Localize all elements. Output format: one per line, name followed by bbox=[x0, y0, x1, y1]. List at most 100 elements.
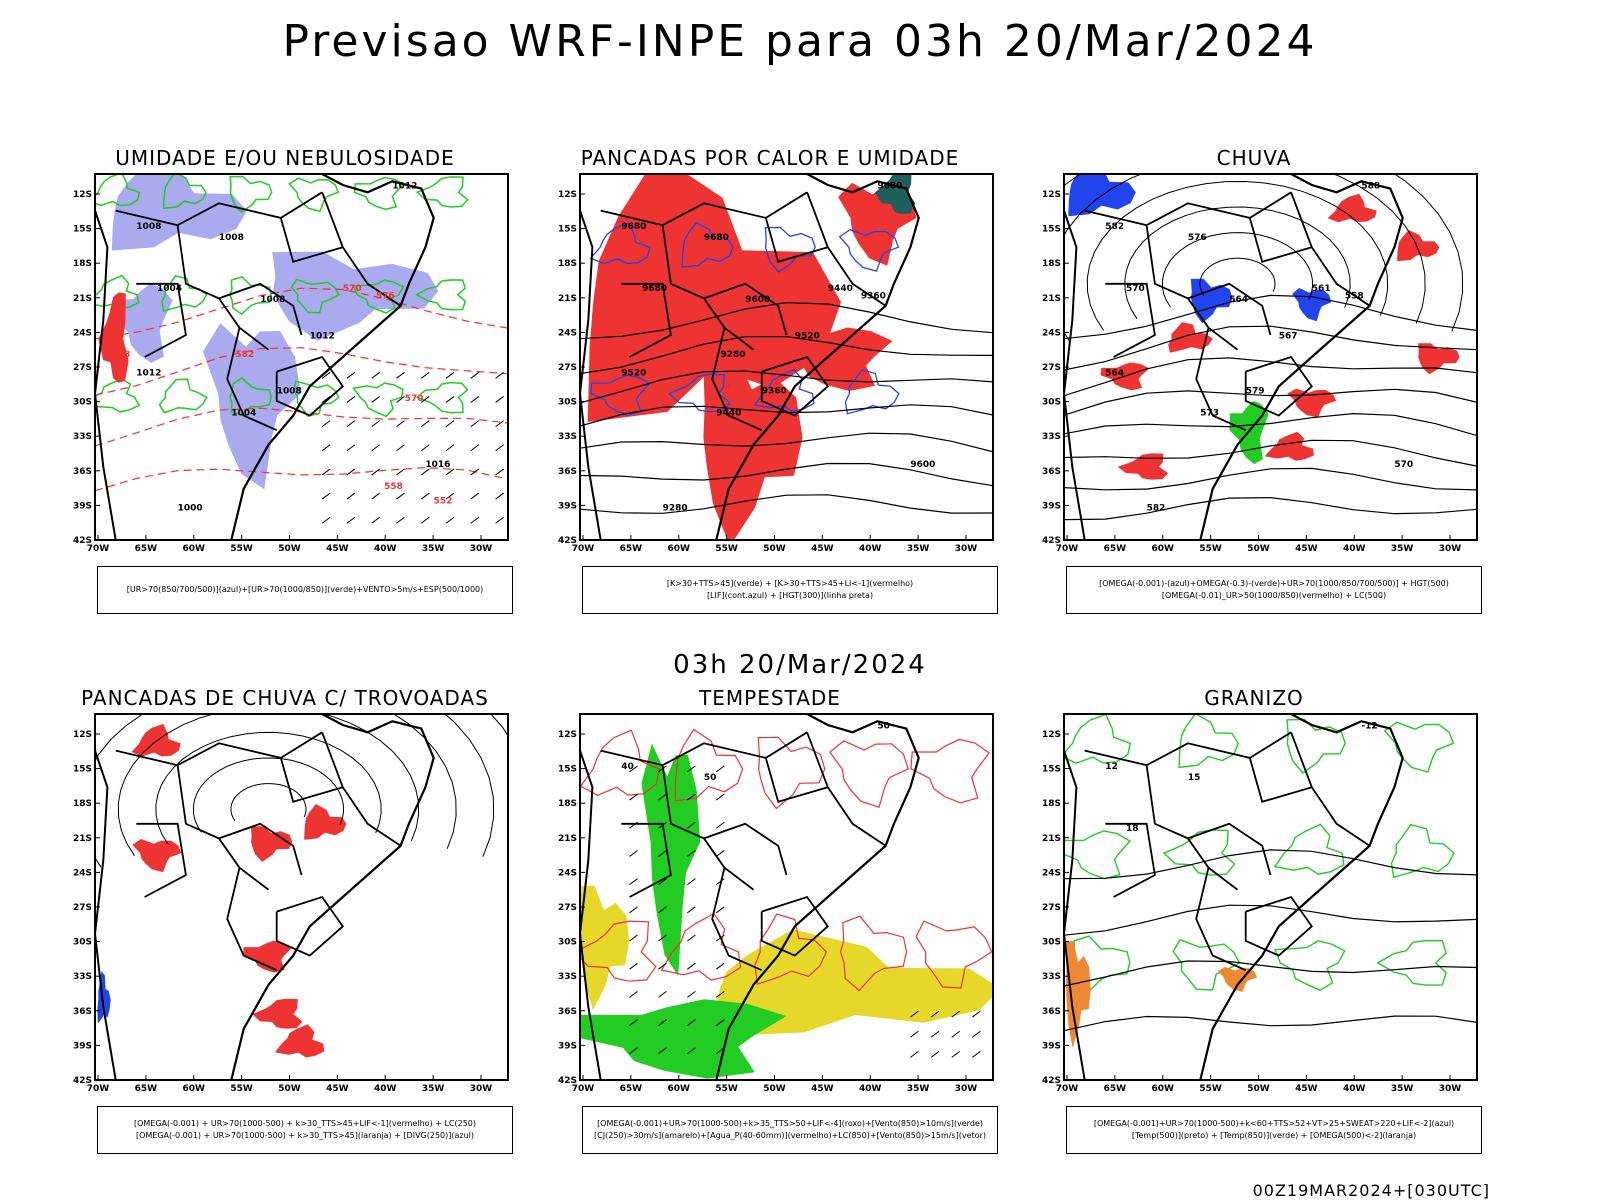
panel-title: TEMPESTADE bbox=[699, 686, 841, 710]
country-border bbox=[806, 191, 887, 307]
map-frame bbox=[94, 713, 509, 1081]
lat-label: 27S bbox=[558, 363, 577, 373]
water-red-contour bbox=[910, 738, 991, 804]
panel-title: CHUVA bbox=[1216, 146, 1292, 170]
lon-label: 55W bbox=[230, 1084, 253, 1094]
wind-vector bbox=[470, 444, 480, 452]
rain-red-area bbox=[1397, 230, 1440, 262]
jet-yellow-area bbox=[580, 885, 630, 1011]
lon-label: 50W bbox=[1247, 544, 1270, 554]
west-coastline bbox=[580, 750, 602, 1080]
map-layers bbox=[95, 714, 508, 1080]
lat-label: 18S bbox=[558, 259, 577, 269]
wind-vector bbox=[687, 765, 696, 773]
legend-box: [OMEGA(-0.001)+UR>70(1000-500)+k<60+TTS>… bbox=[1066, 1106, 1482, 1154]
country-border bbox=[321, 191, 402, 307]
lat-label: 15S bbox=[558, 225, 577, 235]
lat-label: 39S bbox=[558, 501, 577, 511]
country-border bbox=[711, 867, 763, 972]
wind-vector bbox=[371, 396, 381, 403]
map-frame bbox=[1063, 173, 1478, 541]
wind-vector bbox=[346, 492, 356, 500]
lon-label: 50W bbox=[278, 1084, 301, 1094]
contour-line bbox=[1064, 960, 1477, 987]
lat-label: 36S bbox=[558, 1007, 577, 1017]
contour-line bbox=[580, 432, 993, 453]
lat-label: 18S bbox=[1042, 259, 1061, 269]
wind-vector bbox=[321, 396, 331, 403]
wind-vector bbox=[495, 444, 504, 452]
country-border bbox=[1187, 282, 1272, 336]
contour-label: 9280 bbox=[720, 350, 745, 360]
contour-label: 9520 bbox=[795, 332, 820, 342]
wind-vector bbox=[930, 1030, 940, 1038]
lon-label: 55W bbox=[230, 544, 253, 554]
legend-box: [OMEGA(-0.001)+UR>70(1000-500)+k>35_TTS>… bbox=[582, 1106, 998, 1154]
temp850-green-contour bbox=[1273, 823, 1345, 875]
legend-box: [K>30+TTS>45](verde) + [K>30+TTS>45+LI<-… bbox=[582, 566, 998, 614]
contour-label: 9360 bbox=[861, 291, 886, 301]
wind-vector bbox=[470, 516, 480, 524]
lon-label: 60W bbox=[183, 544, 206, 554]
contour-line bbox=[1064, 1015, 1477, 1032]
thunder-red-area bbox=[250, 826, 293, 862]
map-frame bbox=[579, 713, 994, 1081]
valid-time-title: 03h 20/Mar/2024 bbox=[673, 650, 927, 680]
wind-vector bbox=[495, 516, 504, 524]
coastline bbox=[230, 714, 435, 1080]
wind-vector bbox=[658, 934, 667, 942]
contour-label: 9280 bbox=[663, 504, 688, 514]
thunder-red-area bbox=[304, 804, 347, 840]
map-background bbox=[95, 714, 508, 1080]
contour-line bbox=[1064, 904, 1477, 936]
country-border bbox=[115, 191, 323, 227]
streamline bbox=[1124, 206, 1351, 319]
wind-vector bbox=[658, 1047, 667, 1055]
wind-vector bbox=[396, 420, 405, 428]
low-humidity-contour bbox=[414, 279, 467, 311]
lat-label: 33S bbox=[558, 972, 577, 982]
wind-vector bbox=[420, 396, 430, 403]
temp850-green-contour bbox=[1064, 714, 1132, 764]
lat-label: 21S bbox=[73, 294, 92, 304]
wind-vector bbox=[910, 1050, 919, 1058]
lon-label: 65W bbox=[135, 544, 158, 554]
streamline bbox=[230, 783, 307, 822]
lon-label: 65W bbox=[135, 1084, 158, 1094]
lat-label: 30S bbox=[1042, 938, 1061, 948]
coastline bbox=[715, 174, 920, 540]
wind-vector bbox=[396, 396, 405, 403]
contour-label: -12 bbox=[1361, 722, 1377, 732]
wind-vector bbox=[445, 492, 455, 500]
thickness-red-area bbox=[98, 292, 129, 383]
lon-label: 45W bbox=[1295, 1084, 1318, 1094]
contour-line bbox=[580, 494, 993, 514]
lat-label: 24S bbox=[1042, 868, 1061, 878]
country-border bbox=[115, 731, 323, 767]
wind-vector bbox=[687, 934, 696, 942]
low-humidity-contour bbox=[353, 176, 405, 211]
contour-label: 1012 bbox=[392, 182, 417, 192]
contour-label: 40 bbox=[621, 762, 634, 772]
wind-vector bbox=[445, 468, 455, 476]
contour-label: 1008 bbox=[277, 387, 302, 397]
wind-vector bbox=[715, 906, 725, 914]
rain-red-area bbox=[1327, 193, 1377, 223]
contour-label: 15 bbox=[1188, 773, 1201, 783]
lat-label: 24S bbox=[558, 868, 577, 878]
wind-vector bbox=[910, 1030, 919, 1038]
west-coastline bbox=[95, 750, 117, 1080]
wind-vector bbox=[930, 1050, 940, 1058]
wind-vector bbox=[420, 492, 430, 500]
low-humidity-contour bbox=[162, 174, 207, 210]
country-border bbox=[275, 895, 344, 957]
lat-label: 27S bbox=[1042, 903, 1061, 913]
water-red-contour bbox=[915, 920, 993, 989]
lat-label: 24S bbox=[1042, 328, 1061, 338]
wind-vector bbox=[371, 444, 381, 452]
lat-label: 15S bbox=[558, 765, 577, 775]
coastline bbox=[1199, 174, 1404, 540]
lat-label: 42S bbox=[73, 536, 92, 546]
water-red-contour bbox=[674, 728, 744, 802]
contour-line bbox=[1064, 357, 1477, 397]
